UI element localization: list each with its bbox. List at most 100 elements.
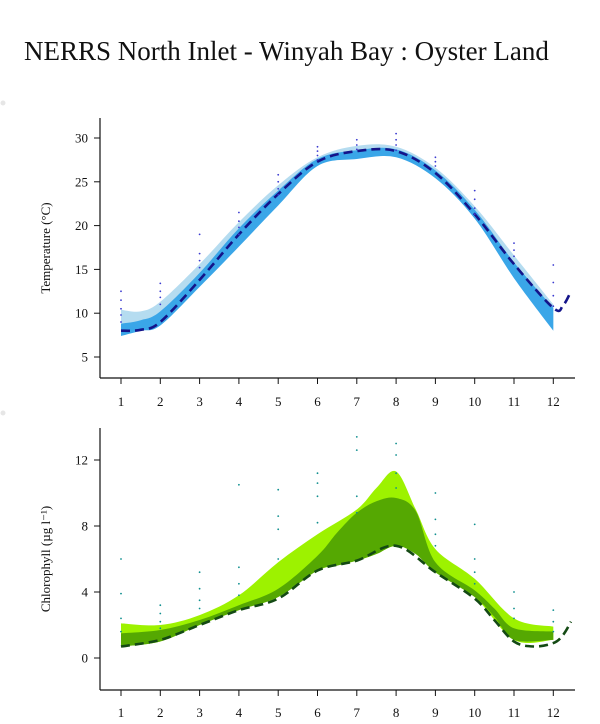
chlorophyll-y-tick-label: 4 xyxy=(82,585,89,600)
temperature-data-point xyxy=(238,233,240,236)
chlorophyll-x-tick-label: 1 xyxy=(118,705,125,720)
chlorophyll-data-point xyxy=(316,482,319,484)
temperature-data-point xyxy=(277,194,280,196)
chlorophyll-data-point xyxy=(473,558,476,560)
chlorophyll-data-point xyxy=(552,630,555,633)
chlorophyll-x-tick-label: 9 xyxy=(432,705,439,720)
chlorophyll-data-point xyxy=(120,630,122,633)
chlorophyll-x-tick-label: 3 xyxy=(196,705,203,720)
temperature-x-tick-label: 6 xyxy=(314,394,321,409)
temperature-data-point xyxy=(395,149,397,152)
chlorophyll-data-point xyxy=(316,495,319,498)
chlorophyll-data-point xyxy=(552,609,555,611)
chlorophyll-data-point xyxy=(395,487,397,489)
chlorophyll-data-point xyxy=(120,558,122,560)
temperature-data-point xyxy=(238,220,240,223)
temperature-data-point xyxy=(434,160,437,163)
chlorophyll-data-point xyxy=(159,620,162,623)
chlorophyll-data-point xyxy=(552,620,555,623)
temperature-data-point xyxy=(120,321,122,323)
chlorophyll-data-point xyxy=(277,558,280,560)
temperature-data-point xyxy=(395,144,397,146)
chlorophyll-x-tick-label: 6 xyxy=(314,705,321,720)
temperature-data-point xyxy=(159,282,162,285)
chlorophyll-data-point xyxy=(238,566,240,569)
temperature-data-point xyxy=(238,226,240,229)
temperature-data-point xyxy=(552,305,555,308)
chlorophyll-data-point xyxy=(473,571,476,574)
chlorophyll-data-point xyxy=(159,627,162,630)
temperature-data-point xyxy=(198,259,201,262)
temperature-data-point xyxy=(277,173,280,176)
temperature-data-point xyxy=(395,138,397,141)
temperature-y-tick-label: 15 xyxy=(75,262,88,277)
chlorophyll-y-tick-label: 12 xyxy=(75,453,88,468)
chlorophyll-data-point xyxy=(395,454,397,456)
chlorophyll-data-point xyxy=(277,528,280,531)
temperature-data-point xyxy=(434,156,437,159)
temperature-data-point xyxy=(434,165,437,167)
chlorophyll-data-point xyxy=(277,488,280,491)
temperature-data-point xyxy=(316,159,319,161)
temperature-x-tick-label: 11 xyxy=(508,394,521,409)
chlorophyll-data-point xyxy=(513,607,515,610)
chlorophyll-data-point xyxy=(120,592,122,595)
temperature-x-tick-label: 8 xyxy=(393,394,400,409)
chlorophyll-data-point xyxy=(355,449,358,451)
temperature-mean-line xyxy=(120,147,573,333)
temperature-y-tick-label: 5 xyxy=(82,350,89,365)
temperature-data-point xyxy=(473,198,476,201)
temperature-y-tick-label: 20 xyxy=(75,218,88,233)
chlorophyll-data-point xyxy=(473,523,476,526)
temperature-data-point xyxy=(473,207,476,210)
chlorophyll-data-point xyxy=(159,612,162,615)
chlorophyll-data-point xyxy=(198,607,201,610)
chlorophyll-data-point xyxy=(159,604,162,607)
chlorophyll-x-tick-label: 11 xyxy=(508,705,521,720)
chlorophyll-x-tick-label: 5 xyxy=(275,705,282,720)
temperature-data-point xyxy=(238,211,240,214)
temperature-y-tick-label: 10 xyxy=(75,306,88,321)
temperature-data-point xyxy=(513,242,515,245)
temperature-inner-band xyxy=(121,147,554,336)
panel-marker-dot xyxy=(0,410,6,416)
temperature-y-tick-label: 25 xyxy=(75,174,88,189)
temperature-data-point xyxy=(277,180,280,183)
chlorophyll-data-point xyxy=(434,492,437,494)
temperature-data-point xyxy=(316,150,319,153)
temperature-x-tick-label: 3 xyxy=(196,394,203,409)
chlorophyll-x-tick-label: 10 xyxy=(468,705,481,720)
chlorophyll-mean-line xyxy=(120,544,573,648)
chlorophyll-data-point xyxy=(198,571,201,574)
temperature-outer-band xyxy=(121,144,554,335)
temperature-x-tick-label: 7 xyxy=(354,394,361,409)
panel-marker-dot xyxy=(0,100,6,106)
chlorophyll-data-point xyxy=(434,533,437,536)
temperature-x-tick-label: 12 xyxy=(547,394,560,409)
temperature-data-point xyxy=(513,255,515,258)
chlorophyll-x-tick-label: 2 xyxy=(157,705,164,720)
temperature-data-point xyxy=(316,145,319,148)
temperature-data-point xyxy=(473,189,476,192)
temperature-data-point xyxy=(513,249,515,252)
temperature-x-tick-label: 4 xyxy=(236,394,243,409)
chlorophyll-data-point xyxy=(434,544,437,547)
temperature-x-tick-label: 1 xyxy=(118,394,125,409)
temperature-data-point xyxy=(355,144,358,146)
temperature-data-point xyxy=(552,264,555,266)
temperature-y-tick-label: 30 xyxy=(75,131,88,146)
chlorophyll-x-tick-label: 4 xyxy=(236,705,243,720)
chlorophyll-x-tick-label: 8 xyxy=(393,705,400,720)
chlorophyll-data-point xyxy=(513,591,515,593)
temperature-data-point xyxy=(198,266,201,269)
chlorophyll-data-point xyxy=(513,617,515,620)
temperature-data-point xyxy=(552,281,555,284)
temperature-data-point xyxy=(120,299,122,301)
chlorophyll-data-point xyxy=(434,518,437,521)
temperature-x-tick-label: 5 xyxy=(275,394,282,409)
chlorophyll-data-point xyxy=(355,511,358,514)
temperature-data-point xyxy=(120,290,122,293)
chlorophyll-data-point xyxy=(316,472,319,475)
chlorophyll-data-point xyxy=(355,436,358,438)
